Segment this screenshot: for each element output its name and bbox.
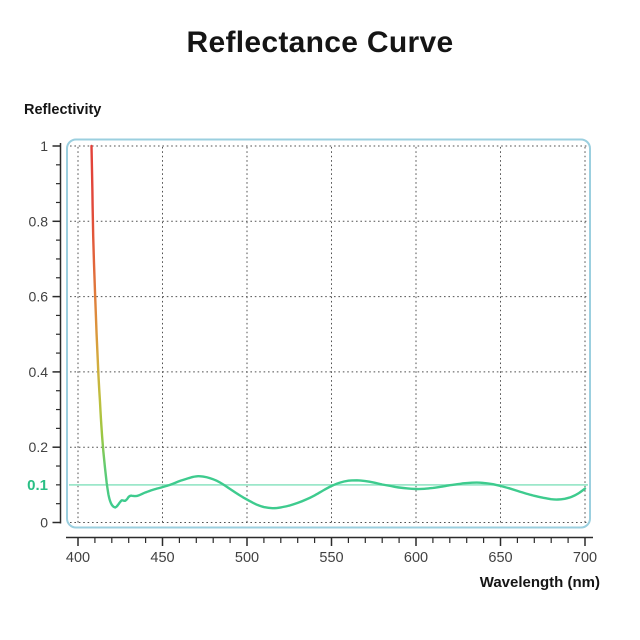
y-tick-label: 0 <box>40 515 48 531</box>
y-tick-label: 0.8 <box>29 213 49 229</box>
x-tick-label: 450 <box>150 550 174 566</box>
reference-tick-label: 0.1 <box>27 477 48 494</box>
chart-title: Reflectance Curve <box>186 26 454 59</box>
y-tick-label: 0.4 <box>29 364 49 380</box>
y-axis <box>52 143 62 524</box>
x-tick-label: 600 <box>404 550 428 566</box>
y-tick-label: 1 <box>40 138 48 154</box>
x-tick-label: 500 <box>235 550 259 566</box>
curve-drop-segment <box>90 144 117 509</box>
x-axis-title: Wavelength (nm) <box>479 574 600 591</box>
grid-lines <box>70 145 588 523</box>
curve-green-segment <box>114 474 587 510</box>
y-axis-title: Reflectivity <box>24 102 102 118</box>
x-tick-label: 700 <box>573 550 597 566</box>
y-tick-label: 0.6 <box>29 289 49 305</box>
x-tick-label: 650 <box>488 550 512 566</box>
x-axis <box>66 536 593 546</box>
reflectance-curve <box>90 144 587 510</box>
x-tick-label: 400 <box>66 550 90 566</box>
y-tick-label: 0.2 <box>29 439 49 455</box>
y-tick-labels: 0 0.2 0.4 0.6 0.8 1 0.1 <box>27 138 48 531</box>
plot-frame <box>66 138 591 529</box>
x-tick-labels: 400 450 500 550 600 650 700 <box>66 550 597 566</box>
x-tick-label: 550 <box>319 550 343 566</box>
